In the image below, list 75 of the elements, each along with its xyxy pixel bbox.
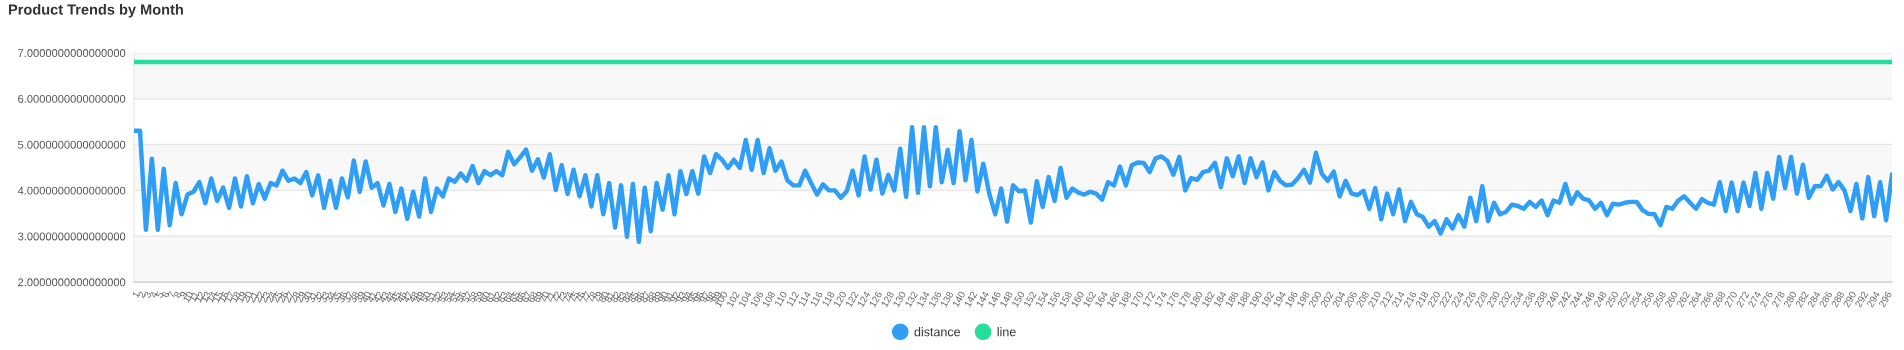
- chart-title: Product Trends by Month: [8, 4, 183, 18]
- x-tick-label: 102: [726, 290, 740, 308]
- x-tick-label: 174: [1154, 290, 1168, 308]
- x-tick-label: 234: [1510, 290, 1524, 308]
- legend-label: line: [997, 327, 1016, 337]
- x-tick-label: 104: [738, 290, 752, 308]
- x-tick-label: 282: [1795, 290, 1809, 308]
- x-tick-label: 244: [1569, 290, 1584, 308]
- y-tick-label: 5.0000000000000000: [18, 140, 126, 149]
- x-tick-label: 164: [1094, 290, 1109, 308]
- y-tick-label: 6.0000000000000000: [18, 94, 126, 103]
- x-tick-label: 284: [1807, 290, 1821, 308]
- x-tick-label: 200: [1308, 290, 1322, 308]
- x-tick-label: 256: [1640, 290, 1655, 308]
- x-tick-label: 156: [1047, 290, 1061, 308]
- x-tick-label: 6: [161, 290, 170, 299]
- x-tick-label: 132: [904, 290, 918, 308]
- x-tick-label: 146: [987, 290, 1002, 308]
- x-tick-label: 108: [762, 290, 776, 308]
- x-tick-label: 294: [1866, 290, 1881, 308]
- x-tick-label: 254: [1628, 290, 1643, 308]
- x-tick-label: 288: [1830, 290, 1845, 308]
- x-tick-label: 204: [1332, 290, 1346, 308]
- x-tick-label: 186: [1225, 290, 1239, 308]
- x-tick-label: 136: [928, 290, 942, 308]
- x-tick-label: 170: [1130, 290, 1144, 308]
- x-tick-label: 114: [798, 290, 812, 307]
- x-tick-label: 274: [1747, 290, 1762, 308]
- x-tick-label: 198: [1296, 290, 1311, 308]
- x-tick-label: 140: [952, 290, 966, 308]
- x-tick-label: 264: [1688, 290, 1703, 308]
- x-tick-label: 120: [833, 290, 847, 308]
- x-tick-label: 168: [1118, 290, 1132, 308]
- y-tick-label: 2.0000000000000000: [18, 278, 126, 287]
- x-tick-label: 7: [167, 291, 176, 299]
- x-tick-label: 206: [1343, 290, 1358, 308]
- x-tick-label: 8: [173, 290, 182, 299]
- x-tick-label: 182: [1201, 290, 1215, 308]
- y-tick-label: 4.0000000000000000: [17, 186, 126, 195]
- x-tick-label: 122: [845, 290, 859, 308]
- x-tick-label: 224: [1450, 290, 1465, 308]
- x-tick-label: 162: [1082, 290, 1097, 308]
- y-tick-label: 3.0000000000000000: [18, 232, 126, 241]
- y-tick-label: 7.0000000000000000: [18, 49, 126, 57]
- x-tick-label: 214: [1391, 290, 1406, 308]
- line-series: [134, 124, 1892, 244]
- legend-label: distance: [914, 327, 960, 337]
- x-tick-label: 106: [750, 290, 764, 308]
- x-tick-label: 128: [880, 290, 895, 308]
- x-tick-label: 152: [1023, 290, 1037, 308]
- x-tick-label: 194: [1272, 290, 1287, 308]
- x-tick-label: 2: [137, 290, 146, 299]
- x-tick-label: 166: [1106, 290, 1120, 308]
- x-tick-label: 148: [999, 290, 1014, 308]
- x-tick-label: 266: [1700, 290, 1714, 308]
- x-tick-label: 184: [1213, 290, 1227, 308]
- x-tick-label: 1: [132, 291, 140, 298]
- x-tick-label: 112: [786, 290, 800, 307]
- x-tick-label: 3: [143, 290, 152, 299]
- x-tick-label: 5: [155, 290, 164, 299]
- x-tick-label: 110: [774, 290, 788, 307]
- x-tick-label: 178: [1177, 290, 1192, 308]
- x-tick-label: 150: [1011, 290, 1025, 308]
- x-tick-label: 154: [1035, 290, 1049, 308]
- x-tick-label: 272: [1735, 290, 1750, 308]
- x-tick-label: 180: [1189, 290, 1204, 308]
- x-tick-label: 196: [1284, 290, 1299, 308]
- x-tick-label: 172: [1142, 290, 1156, 308]
- x-tick-label: 124: [857, 290, 871, 308]
- x-tick-label: 134: [916, 290, 930, 308]
- x-tick-label: 138: [940, 290, 954, 308]
- x-tick-label: 130: [892, 290, 907, 308]
- x-tick-label: 118: [821, 290, 835, 307]
- x-tick-label: 190: [1249, 290, 1263, 308]
- x-tick-label: 188: [1237, 290, 1251, 308]
